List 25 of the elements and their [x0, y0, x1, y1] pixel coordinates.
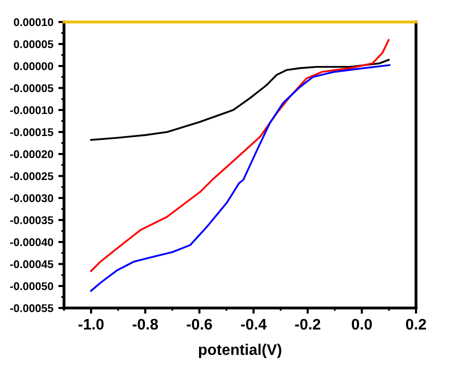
x-tick-label: 0.2: [406, 318, 426, 330]
y-tick-label: 0.00000: [14, 62, 54, 70]
line-series: [90, 39, 390, 272]
y-tick-label: -0.00010: [10, 106, 54, 114]
y-tick-label: -0.00055: [10, 304, 54, 312]
x-tick-label: -0.6: [186, 318, 212, 330]
x-tick-label: -1.0: [78, 318, 104, 330]
y-tick-label: -0.00015: [10, 128, 54, 136]
y-tick-label: 0.00010: [14, 18, 54, 26]
x-tick-label: -0.2: [295, 318, 320, 330]
x-tick-label: -0.8: [132, 318, 158, 330]
y-tick-label: -0.00045: [10, 260, 54, 268]
x-tick-label: 0.0: [352, 318, 372, 330]
y-tick-label: -0.00025: [10, 172, 54, 180]
y-tick-label: 0.00005: [14, 40, 54, 48]
line-series: [90, 58, 390, 141]
y-tick-label: -0.00040: [10, 238, 54, 246]
line-series: [90, 64, 390, 292]
x-axis-title: potential(V): [199, 344, 282, 358]
y-tick-label: -0.00050: [10, 282, 54, 290]
y-tick-label: -0.00020: [10, 150, 54, 158]
y-tick-label: -0.00030: [10, 194, 54, 202]
y-tick-label: -0.00035: [10, 216, 54, 224]
y-tick-label: -0.00005: [10, 84, 54, 92]
x-tick-label: -0.4: [240, 318, 267, 330]
